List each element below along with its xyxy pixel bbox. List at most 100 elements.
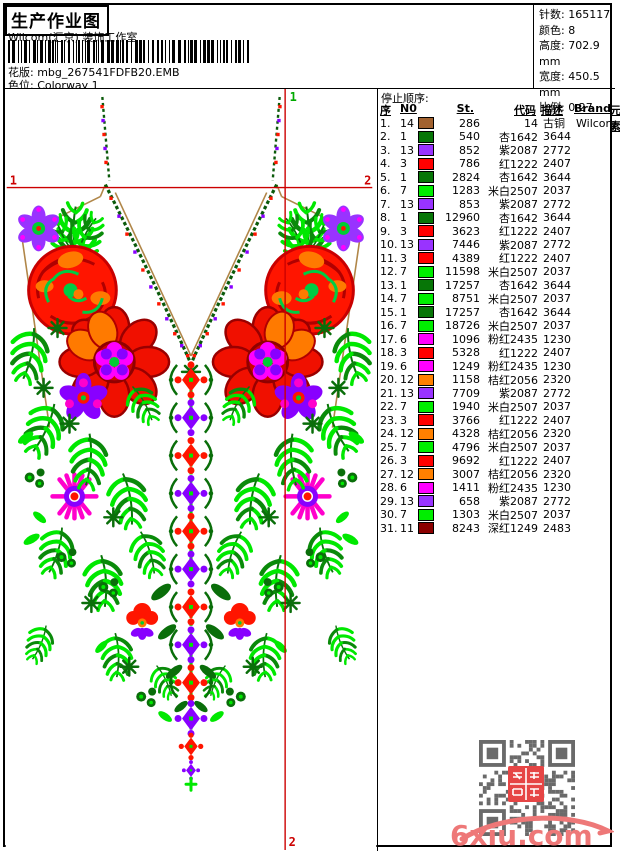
color-swatch xyxy=(418,495,436,507)
col-element: 元素 xyxy=(610,104,620,133)
row-desc: 2037 xyxy=(543,508,571,521)
row-stitches: 3623 xyxy=(452,224,480,238)
color-sequence-rows: 1. 14 286 14 古铜 Wilcom 2. 1 540 杏1642 36… xyxy=(380,115,617,536)
body-divider xyxy=(377,89,378,851)
row-code: 14 xyxy=(524,116,538,130)
row-code: 米白2507 xyxy=(488,319,538,333)
row-desc: 2037 xyxy=(543,265,571,278)
row-code: 红1222 xyxy=(499,225,538,238)
table-row: 6. 7 1283 米白2507 2037 xyxy=(380,183,613,198)
row-needle: 7 xyxy=(400,440,407,454)
row-needle: 6 xyxy=(400,359,407,373)
row-stitches: 5328 xyxy=(452,346,480,359)
table-row: 5. 1 2824 杏1642 3644 xyxy=(380,169,613,185)
color-swatch xyxy=(418,184,436,197)
row-desc: 3644 xyxy=(543,278,571,292)
embroidery-design: 1 2 1 2 xyxy=(5,89,377,850)
table-row: 8. 1 12960 杏1642 3644 xyxy=(380,210,613,225)
color-swatch xyxy=(418,225,436,237)
row-needle: 12 xyxy=(400,373,414,386)
row-seq: 23. xyxy=(380,413,398,427)
row-needle: 1 xyxy=(400,211,407,224)
table-row: 13. 1 17257 杏1642 3644 xyxy=(380,277,613,293)
page-title: 生产作业图 xyxy=(5,5,109,36)
row-needle: 13 xyxy=(400,238,414,251)
row-desc: 2037 xyxy=(543,400,571,413)
row-code: 粉红2435 xyxy=(488,333,538,346)
row-seq: 17. xyxy=(380,332,398,346)
table-row: 21. 13 7709 紫2087 2772 xyxy=(380,385,613,401)
table-row: 19. 6 1249 粉红2435 1230 xyxy=(380,358,613,374)
design-info-panel: 针数: 165117 颜色: 8 高度: 702.9 mm 宽度: 450.5 … xyxy=(533,5,615,114)
row-stitches: 8243 xyxy=(452,521,480,535)
row-brand: Wilcom xyxy=(576,116,617,130)
row-desc: 2037 xyxy=(543,319,571,332)
row-needle: 7 xyxy=(400,319,407,332)
table-row: 28. 6 1411 粉红2435 1230 xyxy=(380,480,613,495)
row-stitches: 9692 xyxy=(452,454,480,467)
row-desc: 2320 xyxy=(543,373,571,386)
table-row: 17. 6 1096 粉红2435 1230 xyxy=(380,331,613,347)
color-swatch xyxy=(418,333,436,345)
row-needle: 13 xyxy=(400,386,414,400)
row-seq: 18. xyxy=(380,346,398,359)
row-seq: 12. xyxy=(380,265,398,278)
row-needle: 12 xyxy=(400,427,414,440)
row-seq: 7. xyxy=(380,197,391,211)
row-stitches: 1283 xyxy=(452,184,480,197)
row-needle: 1 xyxy=(400,130,407,143)
row-code: 米白2507 xyxy=(488,292,538,306)
row-stitches: 8751 xyxy=(452,292,480,305)
table-row: 11. 3 4389 红1222 2407 xyxy=(380,250,613,266)
color-swatch xyxy=(418,387,436,399)
row-desc: 2407 xyxy=(543,454,571,467)
row-code: 粉红2435 xyxy=(488,481,538,495)
row-code: 杏1642 xyxy=(499,130,538,144)
row-stitches: 853 xyxy=(459,197,480,211)
color-swatch xyxy=(418,373,436,386)
table-row: 20. 12 1158 桔红2056 2320 xyxy=(380,372,613,387)
header-divider xyxy=(5,88,615,89)
row-seq: 1. xyxy=(380,116,391,130)
row-code: 米白2507 xyxy=(488,508,538,522)
color-swatch xyxy=(418,508,436,521)
row-code: 红1222 xyxy=(499,252,538,265)
color-swatch xyxy=(418,427,436,440)
color-swatch xyxy=(418,414,436,426)
row-stitches: 17257 xyxy=(445,278,480,292)
color-swatch xyxy=(418,441,436,453)
row-seq: 30. xyxy=(380,508,398,521)
table-row: 10. 13 7446 紫2087 2772 xyxy=(380,237,613,252)
row-stitches: 1303 xyxy=(452,508,480,521)
color-swatch xyxy=(418,157,436,170)
row-stitches: 1158 xyxy=(452,373,480,386)
row-desc: 1230 xyxy=(543,481,571,494)
table-row: 22. 7 1940 米白2507 2037 xyxy=(380,399,613,414)
row-code: 米白2507 xyxy=(488,184,538,198)
row-seq: 15. xyxy=(380,305,398,319)
row-code: 杏1642 xyxy=(499,306,538,319)
watermark-swoosh xyxy=(459,815,614,842)
height-line: 高度: 702.9 mm xyxy=(539,39,600,68)
color-swatch xyxy=(418,265,436,278)
row-stitches: 12960 xyxy=(445,211,480,224)
row-desc: 2407 xyxy=(543,346,571,359)
mark-bottom: 2 xyxy=(289,835,296,849)
row-seq: 20. xyxy=(380,373,398,386)
row-seq: 26. xyxy=(380,454,398,467)
table-row: 12. 7 11598 米白2507 2037 xyxy=(380,264,613,279)
row-needle: 7 xyxy=(400,400,407,413)
row-stitches: 18726 xyxy=(445,319,480,332)
row-stitches: 4389 xyxy=(452,251,480,265)
row-desc: 2037 xyxy=(543,440,571,454)
row-needle: 14 xyxy=(400,116,414,130)
color-swatch xyxy=(418,454,436,467)
row-stitches: 4796 xyxy=(452,440,480,454)
color-count-line: 颜色: 8 xyxy=(539,23,576,37)
design-preview: 1 2 1 2 xyxy=(5,89,377,850)
table-row: 3. 13 852 紫2087 2772 xyxy=(380,142,613,158)
row-seq: 27. xyxy=(380,467,398,481)
row-stitches: 3007 xyxy=(452,467,480,481)
row-needle: 1 xyxy=(400,305,407,319)
row-desc: 3644 xyxy=(543,305,571,319)
